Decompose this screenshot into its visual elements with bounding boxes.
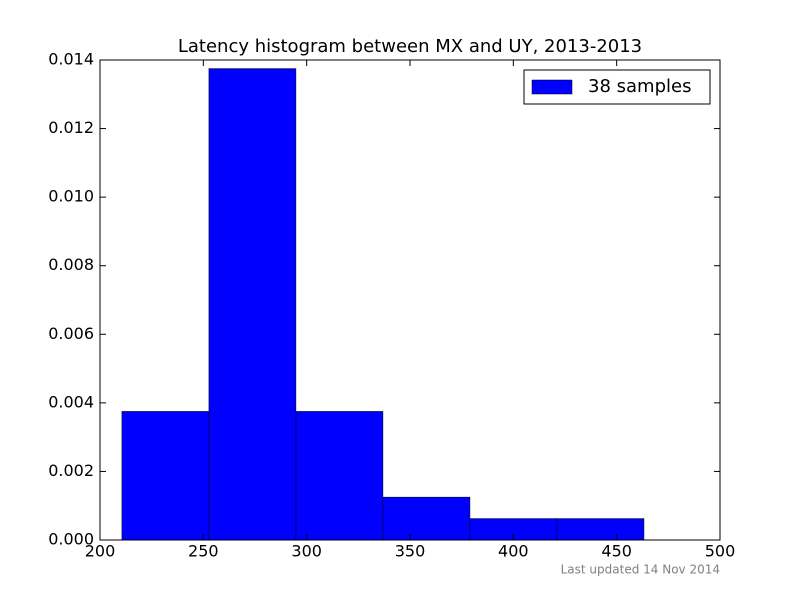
- x-tick-label: 500: [705, 542, 736, 561]
- x-tick-label: 350: [395, 542, 426, 561]
- legend-label: 38 samples: [588, 76, 691, 97]
- x-tick-label: 200: [85, 542, 116, 561]
- y-tick-label: 0.002: [48, 461, 94, 480]
- bar: [382, 496, 471, 541]
- chart-title: Latency histogram between MX and UY, 201…: [178, 36, 642, 57]
- x-tick-label: 400: [498, 542, 529, 561]
- y-tick-label: 0.014: [48, 50, 94, 69]
- x-tick-label: 450: [601, 542, 632, 561]
- y-tick-label: 0.008: [48, 255, 94, 274]
- y-tick-label: 0.006: [48, 324, 94, 343]
- bar: [208, 68, 297, 541]
- footer: Last updated 14 Nov 2014: [561, 563, 720, 577]
- legend-swatch: [531, 79, 573, 95]
- y-tick-label: 0.004: [48, 392, 94, 411]
- bar: [295, 411, 384, 541]
- y-tick-label: 0.010: [48, 187, 94, 206]
- x-tick-label: 250: [188, 542, 219, 561]
- x-tick-label: 300: [291, 542, 322, 561]
- bar: [556, 518, 645, 541]
- y-tick-label: 0.000: [48, 530, 94, 549]
- y-tick-label: 0.012: [48, 118, 94, 137]
- bar: [121, 411, 210, 541]
